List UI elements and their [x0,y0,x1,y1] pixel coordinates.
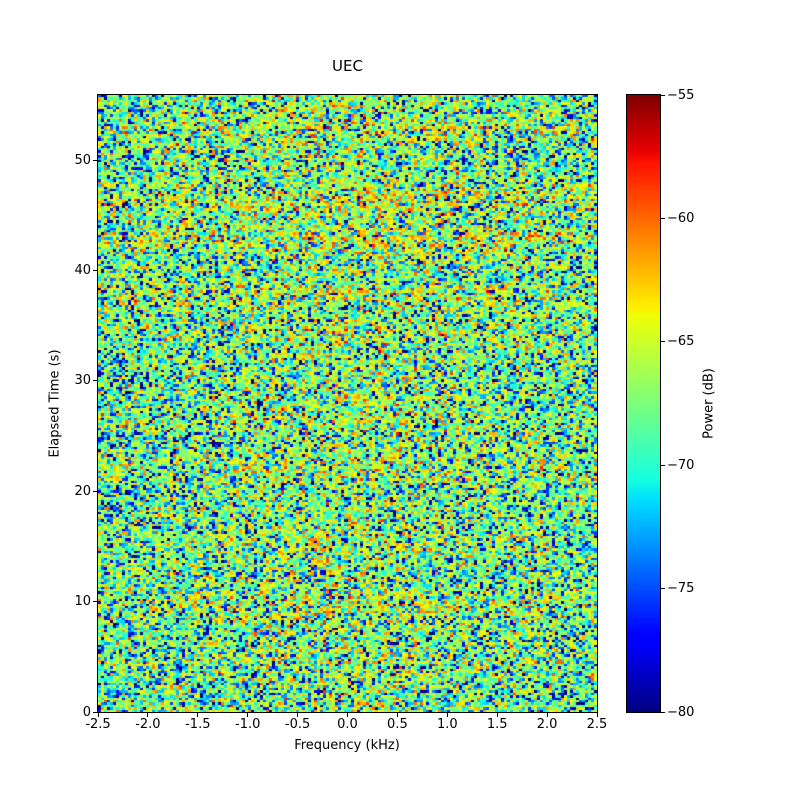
y-tick-mark [93,490,97,492]
x-tick-mark [247,713,249,717]
x-tick-label: 0.5 [387,717,408,732]
x-tick-label: 2.5 [586,717,608,732]
x-tick-mark [97,713,99,717]
colorbar-tick-mark [661,464,665,466]
x-tick-label: 0.0 [337,717,358,732]
x-tick-mark [596,713,598,717]
colorbar-gradient [627,95,660,712]
x-tick-mark [197,713,199,717]
plot-area [97,94,598,713]
x-tick-mark [147,713,149,717]
x-tick-mark [347,713,348,717]
x-tick-mark [297,713,299,717]
x-axis-label: Frequency (kHz) [294,738,400,753]
colorbar-tick-mark [661,341,665,343]
y-tick-mark [93,380,97,382]
colorbar-tick-label: −60 [667,210,695,226]
colorbar-tick-mark [661,588,665,590]
y-tick-label: 40 [74,262,91,278]
x-tick-label: -1.0 [235,717,261,732]
y-tick-label: 50 [74,152,91,168]
x-tick-label: 1.5 [486,717,508,732]
colorbar-tick-mark [661,217,665,219]
x-tick-mark [446,713,448,717]
colorbar-tick-label: −75 [667,581,695,597]
x-tick-mark [496,713,498,717]
colorbar-label: Power (dB) [701,368,717,439]
y-tick-mark [93,601,97,603]
colorbar-tick-mark [661,94,665,96]
colorbar [626,94,661,713]
chart-title: UEC [332,57,363,75]
x-tick-label: 2.0 [536,717,558,732]
colorbar-tick-mark [661,711,665,713]
x-tick-label: -2.5 [85,717,111,732]
y-tick-label: 0 [82,704,91,720]
y-tick-label: 20 [74,483,91,499]
y-tick-mark [93,269,97,271]
y-tick-mark [93,711,97,713]
colorbar-tick-label: −80 [667,704,695,720]
colorbar-tick-label: −55 [667,87,695,103]
y-axis-label: Elapsed Time (s) [47,349,63,458]
spectrogram-heatmap [98,95,597,712]
x-tick-mark [546,713,548,717]
x-tick-label: -1.5 [185,717,211,732]
x-tick-mark [396,713,398,717]
x-tick-label: -2.0 [135,717,161,732]
colorbar-tick-label: −65 [667,334,695,350]
y-tick-label: 10 [74,594,91,610]
x-tick-label: -0.5 [284,717,311,732]
y-tick-mark [93,159,97,161]
x-tick-label: 1.0 [436,717,458,732]
y-tick-label: 30 [74,373,91,389]
colorbar-tick-label: −70 [667,457,695,473]
